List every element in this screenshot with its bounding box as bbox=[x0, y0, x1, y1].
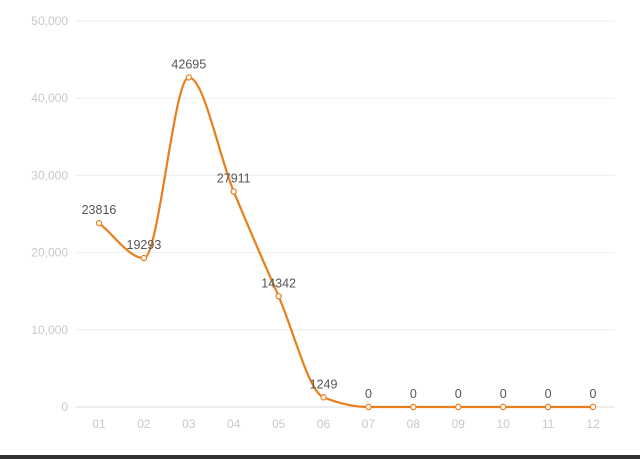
x-tick-label: 09 bbox=[452, 417, 466, 431]
series-line bbox=[98, 76, 593, 409]
bottom-border bbox=[0, 455, 640, 459]
x-tick-label: 02 bbox=[137, 417, 151, 431]
data-labels: 23816 19293 42695 27911 14342 1249 0 0 0 0 0 0 bbox=[82, 57, 597, 401]
data-point[interactable] bbox=[499, 403, 507, 411]
x-tick-label: 10 bbox=[497, 417, 511, 431]
data-point[interactable] bbox=[185, 74, 193, 81]
data-label: 0 bbox=[590, 387, 597, 401]
data-point[interactable] bbox=[544, 403, 552, 411]
x-tick-label: 06 bbox=[317, 417, 331, 431]
x-tick-label: 07 bbox=[362, 417, 376, 431]
data-point[interactable] bbox=[589, 403, 597, 411]
data-point[interactable] bbox=[365, 403, 372, 411]
x-axis: 01 02 03 04 05 06 07 08 09 10 11 12 bbox=[92, 417, 600, 431]
gridlines bbox=[76, 20, 615, 408]
data-point[interactable] bbox=[230, 188, 237, 195]
data-point[interactable] bbox=[320, 394, 327, 401]
x-tick-label: 05 bbox=[272, 417, 286, 431]
data-point[interactable] bbox=[95, 219, 103, 227]
y-tick-label: 50,000 bbox=[31, 14, 68, 28]
data-label: 0 bbox=[545, 387, 552, 401]
y-tick-label: 10,000 bbox=[31, 323, 68, 337]
data-label: 42695 bbox=[171, 57, 206, 71]
data-label: 0 bbox=[410, 387, 417, 401]
data-point[interactable] bbox=[275, 293, 282, 300]
y-tick-label: 30,000 bbox=[31, 168, 68, 182]
y-tick-label: 0 bbox=[61, 400, 68, 414]
data-label: 14342 bbox=[261, 276, 296, 290]
x-tick-label: 04 bbox=[227, 417, 241, 431]
data-label: 0 bbox=[365, 387, 372, 401]
data-label: 0 bbox=[500, 387, 507, 401]
x-tick-label: 08 bbox=[407, 417, 421, 431]
x-tick-label: 12 bbox=[586, 417, 600, 431]
data-label: 0 bbox=[455, 387, 462, 401]
x-tick-label: 03 bbox=[182, 417, 196, 431]
y-axis: 0 10,000 20,000 30,000 40,000 50,000 bbox=[31, 14, 68, 414]
data-label: 1249 bbox=[310, 377, 338, 391]
x-tick-label: 11 bbox=[542, 417, 555, 431]
y-tick-label: 20,000 bbox=[31, 246, 68, 260]
data-point[interactable] bbox=[140, 254, 148, 262]
x-tick-label: 01 bbox=[92, 417, 106, 431]
data-label: 19293 bbox=[127, 238, 162, 252]
data-points bbox=[95, 74, 597, 411]
data-point[interactable] bbox=[410, 403, 417, 411]
data-label: 27911 bbox=[217, 172, 251, 186]
y-tick-label: 40,000 bbox=[31, 91, 68, 105]
data-point[interactable] bbox=[455, 403, 462, 411]
data-label: 23816 bbox=[82, 203, 117, 217]
